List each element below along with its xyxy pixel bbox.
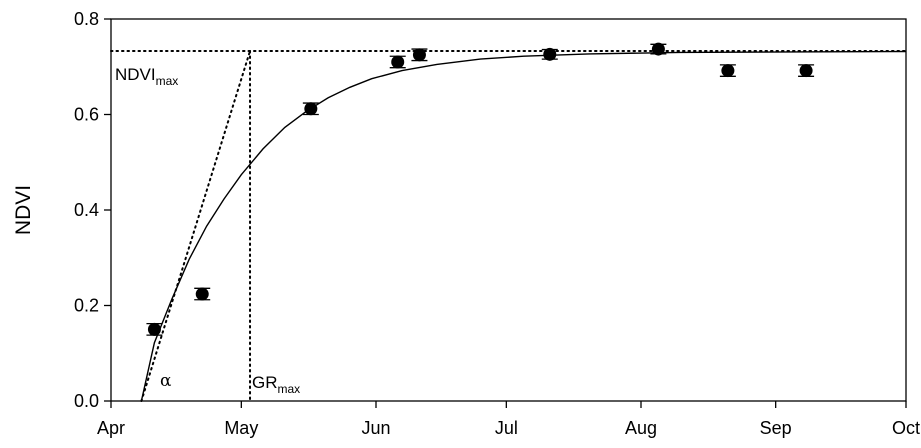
y-ticks: 0.0 0.2 0.4 0.6 0.8 xyxy=(74,9,111,411)
data-point xyxy=(543,47,557,61)
ndvi-max-label-sub: max xyxy=(156,74,179,88)
data-points xyxy=(146,42,815,336)
alpha-slope-line xyxy=(140,49,252,402)
fit-curve-line xyxy=(140,50,907,402)
data-point xyxy=(799,64,813,78)
x-ticks: Apr May Jun Jul Aug Sep Oct xyxy=(97,401,920,438)
fit-curve xyxy=(140,50,907,402)
gr-max-label-main: GR xyxy=(252,373,278,392)
ndvi-max-label-main: NDVI xyxy=(115,65,156,84)
data-point xyxy=(147,322,161,336)
data-point xyxy=(195,287,209,301)
x-tick-label: Apr xyxy=(97,418,125,438)
x-tick-label: May xyxy=(224,418,258,438)
alpha-label: α xyxy=(160,371,172,391)
y-tick-label: 0.0 xyxy=(74,391,99,411)
x-tick-label: Aug xyxy=(625,418,657,438)
plot-frame xyxy=(110,18,907,402)
gr-max-label: GRmax xyxy=(252,373,300,396)
data-point xyxy=(412,48,426,62)
data-point xyxy=(391,55,405,69)
gr-max-label-sub: max xyxy=(278,382,301,396)
y-tick-label: 0.4 xyxy=(74,200,99,220)
y-tick-label: 0.2 xyxy=(74,296,99,316)
data-point xyxy=(304,102,318,116)
y-axis-label: NDVI xyxy=(12,185,35,235)
reference-lines xyxy=(110,49,907,402)
x-tick-label: Sep xyxy=(760,418,792,438)
axes xyxy=(110,18,907,402)
data-point xyxy=(721,64,735,78)
x-tick-label: Jul xyxy=(495,418,518,438)
y-tick-label: 0.6 xyxy=(74,105,99,125)
x-tick-label: Oct xyxy=(892,418,920,438)
y-tick-label: 0.8 xyxy=(74,9,99,29)
ndvi-max-label: NDVImax xyxy=(115,65,178,88)
data-point xyxy=(651,42,665,56)
x-tick-label: Jun xyxy=(361,418,390,438)
